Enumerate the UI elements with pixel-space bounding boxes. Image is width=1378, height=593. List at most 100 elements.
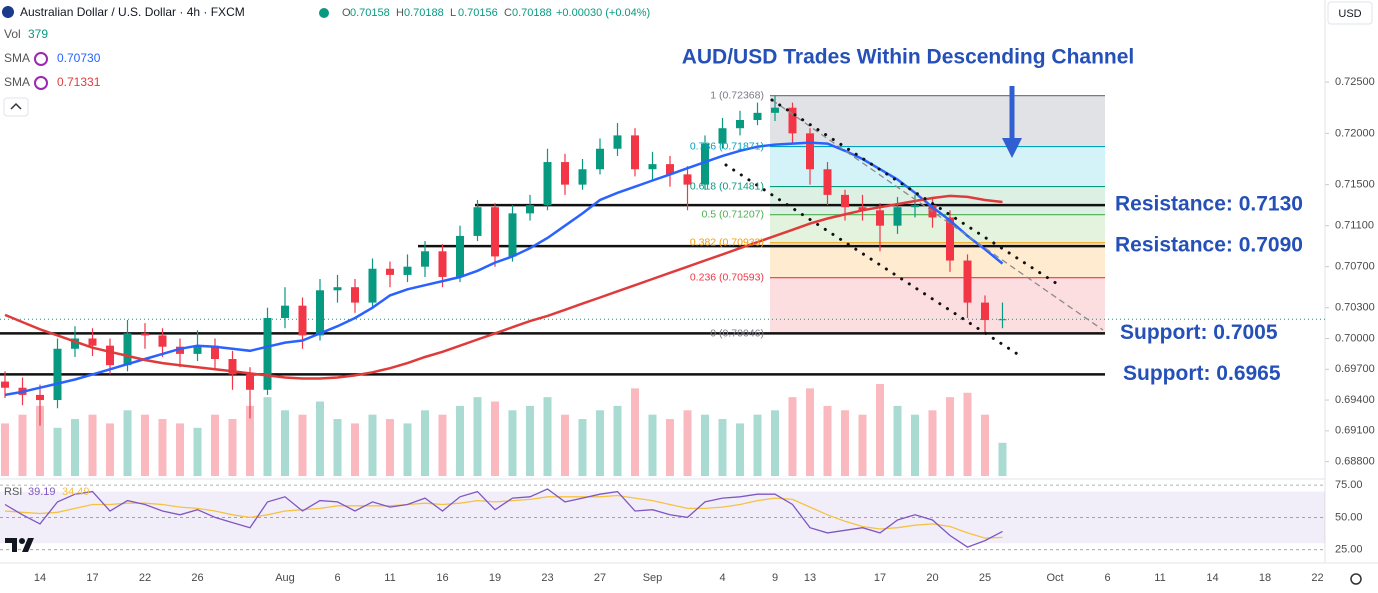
volume-bar (36, 405, 44, 476)
fib-label: 0.5 (0.71207) (702, 208, 764, 220)
volume-bar (438, 414, 447, 476)
volume-bar (421, 410, 429, 476)
x-tick-label: Aug (275, 572, 295, 584)
volume-bar (18, 414, 27, 476)
y-tick-label: 0.69700 (1335, 363, 1375, 375)
candle-body (298, 305, 307, 336)
collapse-button[interactable] (3, 97, 29, 117)
x-tick-label: Sep (643, 572, 663, 584)
candle-body (456, 235, 464, 277)
x-tick-label: 17 (86, 572, 98, 584)
volume-bar (491, 401, 499, 476)
volume-bar (228, 419, 237, 476)
fib-band (770, 277, 1105, 334)
volume-bar (613, 405, 622, 476)
volume-bar (141, 414, 149, 476)
market-status (319, 8, 329, 18)
candle-body (176, 346, 184, 354)
volume-bar (71, 419, 79, 476)
x-tick-label: Oct (1046, 572, 1063, 584)
sma-legend-value: 0.70730 (57, 51, 101, 65)
y-tick-label: 0.71500 (1335, 179, 1375, 191)
x-tick-label: 22 (139, 572, 151, 584)
candle-body (963, 260, 972, 303)
candle-body (858, 207, 867, 211)
volume-bar (53, 427, 62, 476)
channel-upper-dotted (770, 98, 1064, 289)
volume-bar (701, 414, 709, 476)
y-tick-label: 0.68800 (1335, 455, 1375, 467)
candle-body (683, 174, 692, 185)
y-tick-label: 0.69400 (1335, 394, 1375, 406)
channel-lines (724, 98, 1104, 359)
candle-body (211, 345, 219, 360)
level-layer (0, 203, 1325, 376)
currency-button[interactable] (1327, 1, 1373, 25)
rsi-tick-label: 75.00 (1335, 479, 1363, 491)
candle-body (788, 107, 797, 134)
volume-bar (561, 414, 569, 476)
fib-label: 0.618 (0.71481) (690, 180, 764, 192)
fib-band (770, 214, 1105, 243)
candle-body (333, 287, 342, 291)
x-tick-label: 16 (436, 572, 448, 584)
candle-body (876, 210, 884, 226)
volume-bar (578, 419, 587, 476)
y-tick-label: 0.72000 (1335, 127, 1375, 139)
sma-line (4, 194, 1003, 380)
candle-body (438, 251, 447, 277)
volume-bar (718, 419, 727, 476)
currency: USD (1338, 8, 1361, 20)
arrow-head (1002, 138, 1022, 158)
volume-bar (841, 410, 849, 476)
chart-title: AUD/USD Trades Within Descending Channel (682, 46, 1135, 69)
volume-bar (403, 423, 412, 476)
candle-body (596, 148, 604, 170)
quote-value: 0.70156 (458, 7, 498, 19)
candle-body (316, 290, 324, 336)
candle-body (491, 207, 499, 257)
quote-key: O (342, 7, 351, 19)
volume-bar (823, 405, 832, 476)
volume-bar (526, 405, 534, 476)
candle-body (263, 317, 272, 390)
volume-bar (351, 423, 359, 476)
volume-bar (211, 414, 219, 476)
candle-body (753, 112, 762, 121)
volume-bar (106, 423, 114, 476)
quote-key: L (450, 7, 456, 19)
volume-bar (263, 397, 272, 476)
quote-value: 0.70158 (350, 7, 390, 19)
volume-legend-name: Vol (4, 27, 21, 41)
candle-body (648, 164, 657, 170)
sma-line (4, 141, 1004, 397)
candle-body (718, 128, 727, 144)
quote: O 0.70158 H 0.70188 L 0.70156 C 0.70188 +0.00030… (342, 7, 650, 19)
candle-body (561, 162, 569, 185)
sma-legend-icon (34, 76, 48, 90)
rsi-value: 39.19 (28, 486, 56, 498)
settings-icon[interactable] (1350, 573, 1362, 585)
candle-body (368, 268, 377, 303)
rsi-ma-value: 34.49 (62, 486, 90, 498)
volume-legend-value: 379 (28, 27, 48, 41)
x-tick-label: 17 (874, 572, 886, 584)
volume-bar (333, 419, 342, 476)
symbol-flag (2, 6, 14, 18)
volume-bar (246, 405, 254, 476)
candle-body (806, 133, 814, 170)
candle-body (841, 194, 849, 208)
down-arrow (1002, 86, 1022, 158)
candle-body (998, 319, 1007, 321)
sma-legend-name: SMA (4, 75, 30, 89)
candle-body (123, 333, 132, 366)
x-tick-label: 23 (541, 572, 553, 584)
candle-body (1, 381, 9, 388)
volume-bar (753, 414, 762, 476)
text-layer: AUD/USD Trades Within Descending Channel… (34, 46, 1375, 584)
volume-bar (858, 414, 867, 476)
x-tick-label: 11 (384, 572, 395, 584)
candle-body (508, 213, 517, 257)
sma-legend-name: SMA (4, 51, 30, 65)
